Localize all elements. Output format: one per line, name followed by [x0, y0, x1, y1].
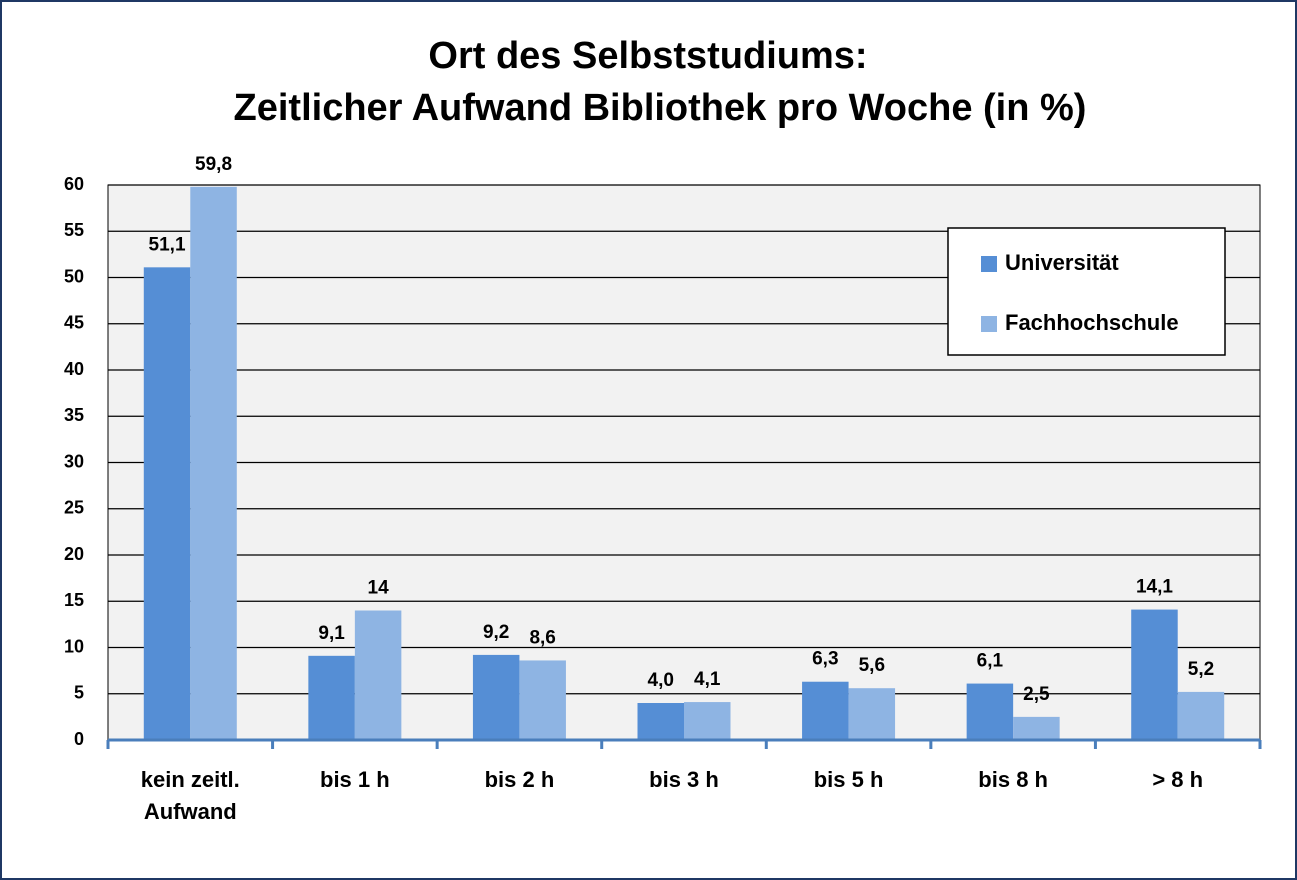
- x-tick-label: > 8 h: [1152, 767, 1204, 792]
- bar: [637, 703, 684, 740]
- bar: [1013, 716, 1060, 740]
- chart-title: Ort des Selbststudiums:: [428, 35, 867, 77]
- y-tick-label: 5: [74, 683, 84, 703]
- bar: [354, 610, 402, 740]
- bar: [1131, 609, 1178, 740]
- chart-title: Zeitlicher Aufwand Bibliothek pro Woche …: [234, 87, 1087, 129]
- data-label: 4,1: [694, 669, 721, 690]
- x-tick-label: bis 8 h: [978, 767, 1048, 792]
- y-tick-label: 50: [64, 266, 84, 286]
- bar: [143, 267, 191, 740]
- bar: [684, 702, 731, 740]
- legend-label: Fachhochschule: [1005, 310, 1179, 335]
- data-label: 5,2: [1188, 659, 1214, 680]
- y-tick-label: 35: [64, 405, 84, 425]
- data-label: 2,5: [1023, 684, 1050, 705]
- data-label: 51,1: [149, 234, 186, 255]
- y-tick-label: 45: [64, 313, 84, 333]
- legend-swatch: [981, 256, 997, 272]
- data-label: 14: [368, 578, 390, 599]
- y-tick-label: 60: [64, 174, 84, 194]
- x-tick-label: bis 1 h: [320, 767, 390, 792]
- data-label: 59,8: [195, 154, 232, 175]
- bar: [802, 681, 849, 740]
- data-label: 9,1: [318, 623, 345, 644]
- bar: [1177, 691, 1225, 740]
- bar: [308, 655, 355, 740]
- y-tick-label: 20: [64, 544, 84, 564]
- data-label: 9,2: [483, 622, 509, 643]
- bar: [966, 683, 1014, 740]
- y-tick-label: 30: [64, 451, 84, 471]
- legend: [947, 227, 1226, 356]
- x-tick-label: bis 2 h: [484, 767, 555, 792]
- data-label: 14,1: [1136, 577, 1173, 598]
- data-label: 8,6: [529, 627, 555, 648]
- x-tick-label: bis 5 h: [813, 767, 884, 792]
- y-tick-label: 25: [64, 498, 84, 518]
- data-label: 4,0: [648, 670, 674, 691]
- data-label: 5,6: [859, 655, 885, 676]
- legend-label: Universität: [1005, 250, 1119, 275]
- x-tick-label: kein zeitl. Aufwand: [140, 767, 240, 824]
- bar: [472, 654, 520, 740]
- data-label: 6,1: [977, 651, 1004, 672]
- data-label: 6,3: [812, 649, 838, 670]
- y-tick-label: 40: [64, 359, 84, 379]
- y-tick-label: 10: [64, 636, 84, 656]
- legend-swatch: [981, 316, 997, 332]
- bar: [848, 688, 896, 740]
- y-tick-label: 0: [74, 729, 84, 749]
- bar: [190, 186, 237, 741]
- y-tick-label: 55: [64, 220, 84, 240]
- x-tick-label: bis 3 h: [649, 767, 719, 792]
- y-tick-label: 15: [64, 590, 84, 610]
- bar: [519, 660, 566, 740]
